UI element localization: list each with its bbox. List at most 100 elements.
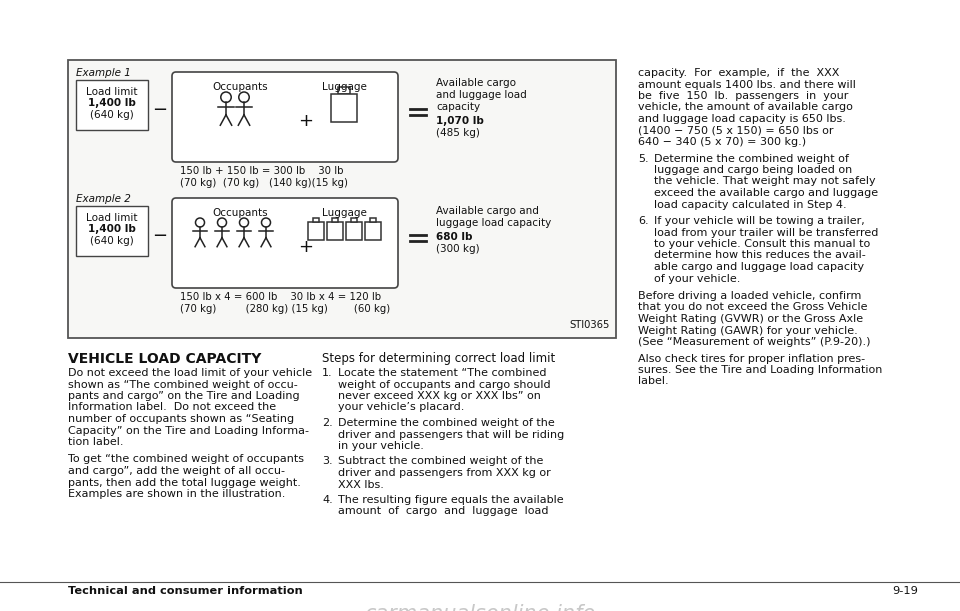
Text: Determine the combined weight of: Determine the combined weight of [654, 153, 849, 164]
Bar [331, 218, 338, 222]
Text: luggage load capacity: luggage load capacity [436, 218, 551, 228]
Text: Do not exceed the load limit of your vehicle: Do not exceed the load limit of your veh… [68, 368, 312, 378]
Text: Also check tires for proper inflation pres-: Also check tires for proper inflation pr… [638, 354, 865, 364]
Text: Determine the combined weight of the: Determine the combined weight of the [338, 418, 555, 428]
Text: 4.: 4. [322, 495, 333, 505]
Bar [331, 94, 357, 122]
Text: (70 kg)         (280 kg) (15 kg)        (60 kg): (70 kg) (280 kg) (15 kg) (60 kg) [180, 304, 391, 314]
Text: 6.: 6. [638, 216, 649, 226]
Text: able cargo and luggage load capacity: able cargo and luggage load capacity [654, 262, 864, 272]
FancyBboxPatch shape [172, 198, 398, 288]
Text: never exceed XXX kg or XXX lbs” on: never exceed XXX kg or XXX lbs” on [338, 391, 540, 401]
Text: Available cargo and: Available cargo and [436, 206, 539, 216]
Text: 1,400 lb: 1,400 lb [88, 224, 136, 234]
Text: 2.: 2. [322, 418, 333, 428]
Text: number of occupants shown as “Seating: number of occupants shown as “Seating [68, 414, 294, 424]
Text: (300 kg): (300 kg) [436, 244, 480, 254]
Text: Information label.  Do not exceed the: Information label. Do not exceed the [68, 403, 276, 412]
Text: exceed the available cargo and luggage: exceed the available cargo and luggage [654, 188, 878, 198]
Text: tion label.: tion label. [68, 437, 124, 447]
Text: −: − [153, 227, 168, 245]
FancyBboxPatch shape [172, 72, 398, 162]
Text: Example 2: Example 2 [76, 194, 131, 204]
Text: your vehicle’s placard.: your vehicle’s placard. [338, 403, 465, 412]
Text: −: − [153, 101, 168, 119]
Text: be  five  150  lb.  passengers  in  your: be five 150 lb. passengers in your [638, 91, 849, 101]
Text: 150 lb x 4 = 600 lb    30 lb x 4 = 120 lb: 150 lb x 4 = 600 lb 30 lb x 4 = 120 lb [180, 292, 381, 302]
Text: Example 1: Example 1 [76, 68, 131, 78]
Text: Luggage: Luggage [322, 82, 367, 92]
Text: Available cargo: Available cargo [436, 78, 516, 88]
Text: 150 lb + 150 lb = 300 lb    30 lb: 150 lb + 150 lb = 300 lb 30 lb [180, 166, 344, 176]
Text: To get “the combined weight of occupants: To get “the combined weight of occupants [68, 455, 304, 464]
Bar [350, 218, 356, 222]
Text: in your vehicle.: in your vehicle. [338, 441, 424, 451]
Text: 1,070 lb: 1,070 lb [436, 116, 484, 126]
Text: STI0365: STI0365 [569, 320, 610, 330]
Text: vehicle, the amount of available cargo: vehicle, the amount of available cargo [638, 103, 852, 112]
Bar [313, 218, 319, 222]
Text: 5.: 5. [638, 153, 649, 164]
Text: shown as “The combined weight of occu-: shown as “The combined weight of occu- [68, 379, 298, 389]
Text: (485 kg): (485 kg) [436, 128, 480, 138]
Text: The resulting figure equals the available: The resulting figure equals the availabl… [338, 495, 564, 505]
Text: that you do not exceed the Gross Vehicle: that you do not exceed the Gross Vehicle [638, 302, 868, 312]
Text: Luggage: Luggage [322, 208, 367, 218]
Bar [365, 222, 380, 240]
Text: weight of occupants and cargo should: weight of occupants and cargo should [338, 379, 551, 389]
Text: Occupants: Occupants [212, 208, 268, 218]
Text: and luggage load capacity is 650 lbs.: and luggage load capacity is 650 lbs. [638, 114, 846, 124]
Text: VEHICLE LOAD CAPACITY: VEHICLE LOAD CAPACITY [68, 352, 261, 366]
Text: to your vehicle. Consult this manual to: to your vehicle. Consult this manual to [654, 239, 871, 249]
Text: label.: label. [638, 376, 668, 387]
Bar [76, 80, 148, 130]
Text: 1.: 1. [322, 368, 332, 378]
Text: load from your trailer will be transferred: load from your trailer will be transferr… [654, 227, 878, 238]
Text: the vehicle. That weight may not safely: the vehicle. That weight may not safely [654, 177, 876, 186]
Bar [346, 222, 362, 240]
Bar [307, 222, 324, 240]
Text: determine how this reduces the avail-: determine how this reduces the avail- [654, 251, 866, 260]
Text: (1400 − 750 (5 x 150) = 650 lbs or: (1400 − 750 (5 x 150) = 650 lbs or [638, 125, 833, 136]
Bar [76, 206, 148, 256]
Text: sures. See the Tire and Loading Information: sures. See the Tire and Loading Informat… [638, 365, 882, 375]
Text: 3.: 3. [322, 456, 332, 467]
Text: Steps for determining correct load limit: Steps for determining correct load limit [322, 352, 555, 365]
Bar [338, 87, 350, 94]
Text: 9-19: 9-19 [892, 586, 918, 596]
Text: Occupants: Occupants [212, 82, 268, 92]
Text: Load limit: Load limit [86, 213, 137, 223]
Text: driver and passengers from XXX kg or: driver and passengers from XXX kg or [338, 468, 551, 478]
Text: capacity.  For  example,  if  the  XXX: capacity. For example, if the XXX [638, 68, 839, 78]
Text: amount  of  cargo  and  luggage  load: amount of cargo and luggage load [338, 507, 548, 516]
Text: Before driving a loaded vehicle, confirm: Before driving a loaded vehicle, confirm [638, 291, 861, 301]
Text: 1,400 lb: 1,400 lb [88, 98, 136, 108]
Text: carmanualsonline.info: carmanualsonline.info [365, 604, 595, 611]
Text: Subtract the combined weight of the: Subtract the combined weight of the [338, 456, 543, 467]
Text: Locate the statement “The combined: Locate the statement “The combined [338, 368, 546, 378]
Text: pants, then add the total luggage weight.: pants, then add the total luggage weight… [68, 478, 300, 488]
Text: If your vehicle will be towing a trailer,: If your vehicle will be towing a trailer… [654, 216, 865, 226]
Text: Weight Rating (GAWR) for your vehicle.: Weight Rating (GAWR) for your vehicle. [638, 326, 857, 335]
Bar [370, 218, 375, 222]
Text: and cargo”, add the weight of all occu-: and cargo”, add the weight of all occu- [68, 466, 285, 476]
Text: XXX lbs.: XXX lbs. [338, 480, 384, 489]
Text: (70 kg)  (70 kg)   (140 kg)(15 kg): (70 kg) (70 kg) (140 kg)(15 kg) [180, 178, 348, 188]
Text: (See “Measurement of weights” (P.9-20).): (See “Measurement of weights” (P.9-20).) [638, 337, 871, 347]
Text: luggage and cargo being loaded on: luggage and cargo being loaded on [654, 165, 852, 175]
Text: Load limit: Load limit [86, 87, 137, 97]
Text: (640 kg): (640 kg) [90, 236, 133, 246]
Text: (640 kg): (640 kg) [90, 110, 133, 120]
Text: +: + [299, 238, 314, 256]
Text: load capacity calculated in Step 4.: load capacity calculated in Step 4. [654, 200, 847, 210]
Text: Weight Rating (GVWR) or the Gross Axle: Weight Rating (GVWR) or the Gross Axle [638, 314, 863, 324]
Text: driver and passengers that will be riding: driver and passengers that will be ridin… [338, 430, 564, 439]
Text: 680 lb: 680 lb [436, 232, 472, 242]
Text: amount equals 1400 lbs. and there will: amount equals 1400 lbs. and there will [638, 79, 856, 89]
Text: 640 − 340 (5 x 70) = 300 kg.): 640 − 340 (5 x 70) = 300 kg.) [638, 137, 806, 147]
Text: of your vehicle.: of your vehicle. [654, 274, 740, 284]
Text: Technical and consumer information: Technical and consumer information [68, 586, 302, 596]
Text: and luggage load: and luggage load [436, 90, 527, 100]
Bar [68, 60, 616, 338]
Bar [326, 222, 343, 240]
